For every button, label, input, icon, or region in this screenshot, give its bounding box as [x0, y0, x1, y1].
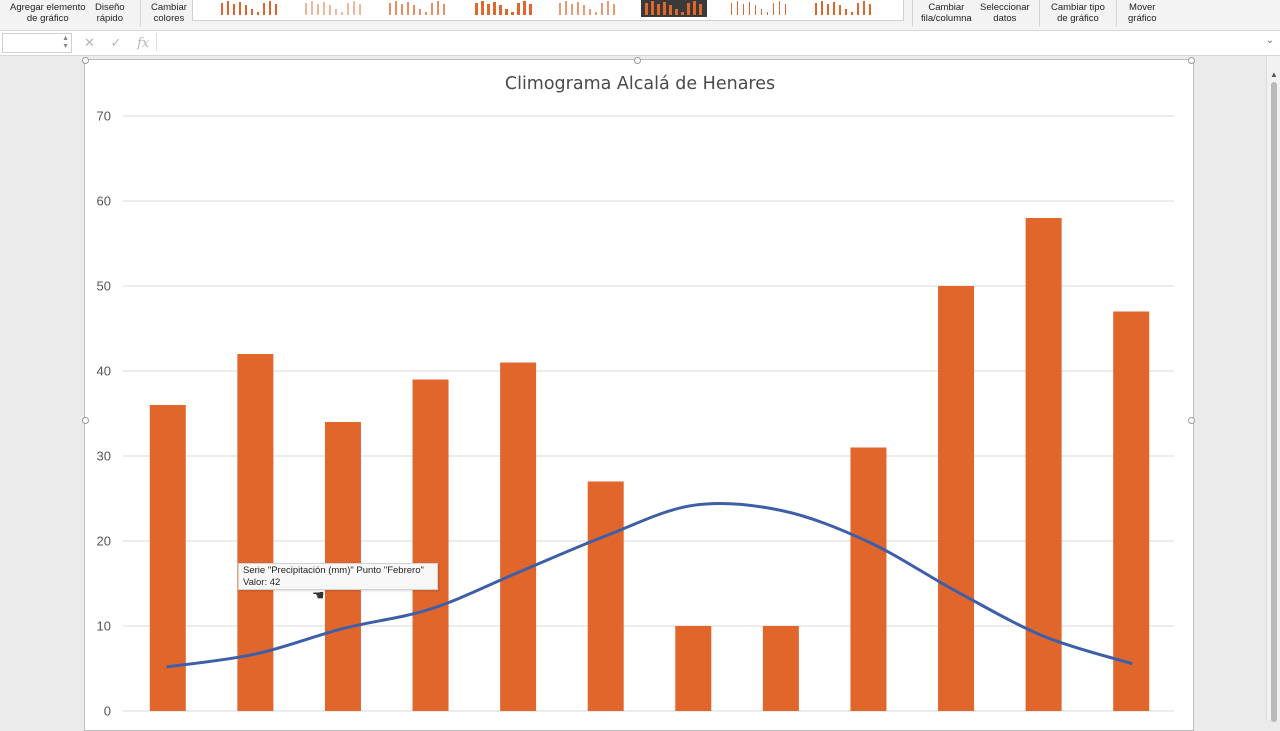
name-box-stepper-icon[interactable]: ▲ ▼: [62, 35, 69, 50]
formula-icons: ✕ ✓ fx: [84, 35, 161, 51]
formula-bar: ▲ ▼ ✕ ✓ fx ⌄: [0, 31, 1280, 56]
bar-agosto[interactable]: [762, 626, 799, 711]
line-point-octubre[interactable]: [954, 589, 958, 593]
move-chart-button[interactable]: Mover gráfico: [1128, 2, 1157, 24]
tooltip-value-text: Valor: 42: [243, 577, 281, 588]
name-box[interactable]: ▲ ▼: [2, 33, 72, 53]
y-tick-label: 0: [104, 704, 111, 719]
function-icon[interactable]: fx: [137, 36, 150, 51]
select-data-label-2: datos: [993, 13, 1017, 24]
enter-icon[interactable]: ✓: [110, 35, 122, 50]
quick-layout-label-1: Diseño: [95, 2, 125, 13]
add-chart-element-label-1: Agregar elemento: [10, 2, 86, 13]
line-point-febrero[interactable]: [253, 652, 257, 656]
line-point-agosto[interactable]: [779, 508, 783, 512]
change-chart-type-label-2: de gráfico: [1057, 13, 1099, 24]
bar-septiembre[interactable]: [850, 447, 887, 712]
quick-layout-button[interactable]: Diseño rápido: [95, 2, 125, 24]
switch-row-column-button[interactable]: Cambiar fila/columna: [921, 2, 972, 24]
line-point-mayo[interactable]: [516, 570, 520, 574]
chart-styles-gallery[interactable]: [192, 0, 904, 21]
change-colors-button[interactable]: Cambiar colores: [151, 2, 187, 24]
tooltip-series-text: Serie "Precipitación (mm)" Punto "Febrer…: [243, 565, 424, 576]
bar-noviembre[interactable]: [1025, 218, 1062, 711]
line-point-julio[interactable]: [691, 503, 695, 507]
precipitation-bars: [149, 218, 1150, 712]
y-tick-label: 10: [97, 619, 111, 634]
y-tick-label: 50: [97, 279, 111, 294]
chart-style-thumbnail[interactable]: [301, 0, 367, 17]
y-tick-label: 60: [97, 194, 111, 209]
y-axis-tick-labels: 0 10 20 30 40 50 60 70: [97, 109, 111, 719]
line-point-marzo[interactable]: [341, 627, 345, 631]
chart-style-thumbnail[interactable]: [471, 0, 537, 17]
ribbon-divider: [1116, 0, 1117, 26]
switch-row-column-label-2: fila/columna: [921, 13, 972, 24]
chart-design-ribbon: Agregar elemento de gráfico Diseño rápid…: [0, 0, 1280, 31]
resize-handle[interactable]: [82, 417, 89, 424]
chart-tooltip: Serie "Precipitación (mm)" Punto "Febrer…: [238, 563, 438, 590]
resize-handle[interactable]: [1188, 417, 1195, 424]
y-tick-label: 40: [97, 364, 111, 379]
resize-handle[interactable]: [1188, 57, 1195, 64]
resize-handle[interactable]: [634, 57, 641, 64]
bar-enero[interactable]: [149, 405, 186, 711]
bar-octubre[interactable]: [938, 286, 975, 711]
bar-abril[interactable]: [412, 379, 449, 712]
ribbon-divider: [912, 0, 913, 26]
y-tick-label: 20: [97, 534, 111, 549]
chart-style-thumbnail[interactable]: [385, 0, 451, 17]
gridlines: [123, 115, 1174, 712]
bar-diciembre[interactable]: [1113, 311, 1150, 712]
line-point-septiembre[interactable]: [866, 540, 870, 544]
move-chart-label-1: Mover: [1129, 2, 1156, 13]
change-colors-label-2: colores: [153, 13, 185, 24]
scrollbar-thumb[interactable]: [1271, 82, 1277, 722]
line-point-enero[interactable]: [166, 665, 170, 669]
ribbon-divider: [1039, 0, 1040, 26]
hand-cursor-icon: ☚: [312, 587, 325, 603]
cancel-icon[interactable]: ✕: [84, 35, 95, 50]
chart-style-thumbnail[interactable]: [727, 0, 793, 17]
scroll-up-icon[interactable]: ▲: [1270, 70, 1278, 79]
switch-row-column-label-1: Cambiar: [928, 2, 965, 13]
select-data-label-1: Seleccionar: [980, 2, 1030, 13]
move-chart-label-2: gráfico: [1128, 13, 1157, 24]
chart-style-thumbnail-selected[interactable]: [641, 0, 707, 17]
y-tick-label: 70: [97, 109, 111, 124]
add-chart-element-label-2: de gráfico: [26, 13, 69, 24]
bar-junio[interactable]: [587, 481, 624, 712]
ribbon-divider: [140, 0, 141, 26]
change-colors-label-1: Cambiar: [151, 2, 187, 13]
formula-input[interactable]: [156, 33, 1267, 51]
change-chart-type-button[interactable]: Cambiar tipo de gráfico: [1051, 2, 1105, 24]
chart-title[interactable]: Climograma Alcalá de Henares: [504, 74, 776, 94]
line-point-junio[interactable]: [604, 534, 608, 538]
line-point-abril[interactable]: [429, 607, 433, 611]
bar-mayo[interactable]: [500, 362, 537, 712]
chart-style-thumbnail[interactable]: [811, 0, 877, 17]
chevron-down-icon[interactable]: ⌄: [1265, 35, 1274, 46]
y-tick-label: 30: [97, 449, 111, 464]
vertical-scrollbar[interactable]: ▲: [1266, 56, 1280, 722]
change-chart-type-label-1: Cambiar tipo: [1051, 2, 1105, 13]
resize-handle[interactable]: [82, 57, 89, 64]
line-point-noviembre[interactable]: [1042, 634, 1046, 638]
line-point-diciembre[interactable]: [1129, 661, 1133, 665]
add-chart-element-button[interactable]: Agregar elemento de gráfico: [10, 2, 86, 24]
temperature-line-path[interactable]: [166, 501, 1133, 669]
bar-julio[interactable]: [675, 626, 712, 711]
chart-style-thumbnail[interactable]: [555, 0, 621, 17]
quick-layout-label-2: rápido: [96, 13, 123, 24]
select-data-button[interactable]: Seleccionar datos: [980, 2, 1030, 24]
chart-style-thumbnail[interactable]: [217, 0, 283, 17]
temperature-line: [166, 501, 1133, 669]
